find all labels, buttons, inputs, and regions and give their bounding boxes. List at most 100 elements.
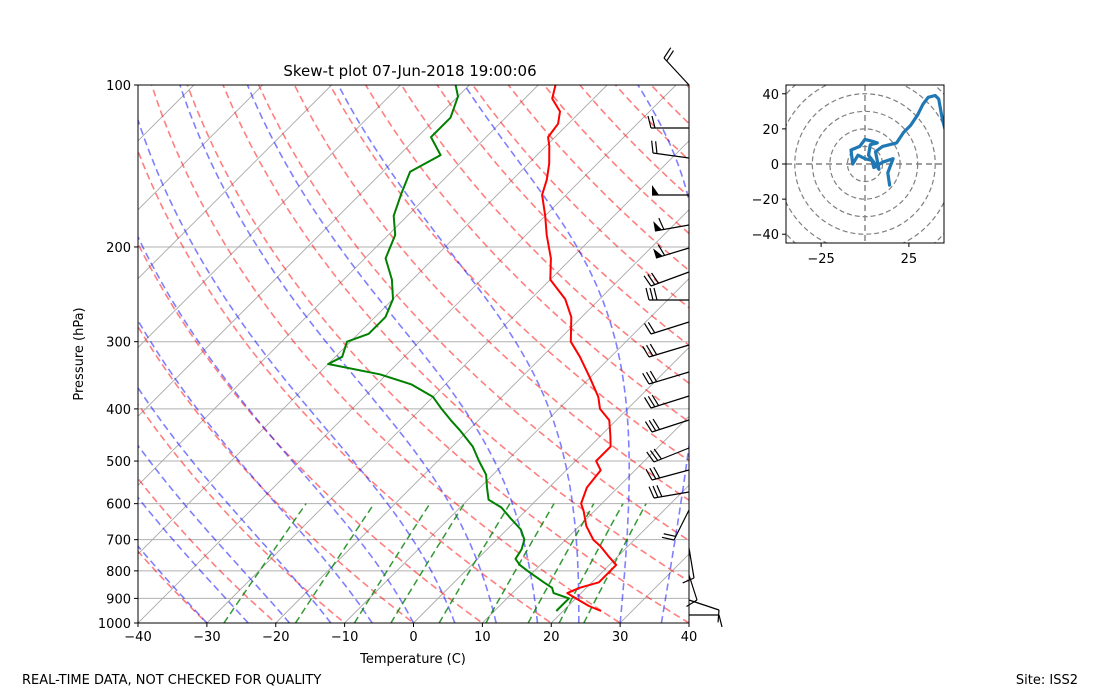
dry-adiabat — [614, 85, 689, 162]
mixing-ratio-line — [390, 503, 466, 623]
wind-barb — [651, 140, 690, 159]
wind-barb-feather — [651, 115, 656, 129]
hodo-x-tick-label: −25 — [807, 252, 834, 267]
wind-barb — [689, 614, 723, 628]
skewt-y-axis-label: Pressure (hPa) — [72, 307, 87, 400]
wind-barb-feather — [644, 323, 652, 335]
wind-barb — [648, 485, 690, 499]
isotherm-line — [482, 415, 689, 623]
wind-barb-feather — [649, 287, 654, 301]
x-tick-label: 40 — [681, 630, 698, 645]
moist-adiabat — [337, 85, 580, 623]
moist-adiabat — [138, 117, 456, 623]
wind-barb-staff — [652, 152, 690, 159]
wind-barb — [644, 321, 690, 335]
isotherm-line — [0, 85, 56, 623]
x-tick-label: 30 — [612, 630, 629, 645]
wind-barb-feather — [652, 418, 661, 430]
x-tick-label: −30 — [193, 630, 220, 645]
dry-adiabat — [257, 85, 689, 542]
dry-adiabat — [329, 85, 689, 462]
moist-adiabat — [138, 444, 291, 623]
isotherm-line — [206, 140, 689, 623]
moist-adiabat — [138, 386, 332, 623]
dewpoint-profile — [327, 85, 570, 612]
wind-barb — [647, 115, 689, 129]
wind-barb-staff — [650, 395, 690, 409]
hodo-y-tick-label: 20 — [762, 123, 779, 138]
wind-barb — [653, 217, 690, 232]
hodograph-plot-area: −25 25 40 20 0 −20 −40 — [752, 84, 945, 267]
hodograph-ticks: −25 25 40 20 0 −20 −40 — [752, 88, 918, 267]
wind-barb-staff — [650, 321, 690, 335]
dry-adiabat — [138, 402, 346, 623]
hodo-y-tick-label: 40 — [762, 88, 779, 103]
y-tick-label: 1000 — [98, 617, 131, 632]
dry-adiabat — [365, 85, 689, 423]
hodo-x-tick-label: 25 — [901, 252, 918, 267]
wind-barb-staff — [650, 271, 690, 287]
temperature-profile — [541, 85, 618, 612]
wind-barb-feather — [644, 421, 653, 433]
x-tick-label: −10 — [331, 630, 358, 645]
wind-barb — [663, 47, 690, 86]
wind-barb-staff — [653, 447, 690, 463]
wind-barb — [646, 447, 690, 463]
wind-barb-feather — [652, 485, 659, 498]
wind-barb-staff — [688, 547, 695, 579]
wind-barb-flag — [652, 185, 659, 195]
isotherm-line — [138, 85, 195, 142]
mixing-ratio-line — [438, 503, 511, 623]
skewt-y-ticks: 1000 900 800 700 600 500 400 300 200 100 — [98, 79, 138, 632]
wind-barb-staff — [648, 371, 690, 385]
wind-barb-feather — [645, 371, 654, 384]
x-tick-label: −40 — [124, 630, 151, 645]
skewt-plot-area: −40 −30 −20 −10 0 10 20 30 40 100090080070060050… — [0, 79, 698, 645]
wind-barb-feather — [661, 536, 675, 541]
isotherm-line — [138, 85, 401, 349]
dry-adiabat — [543, 85, 689, 235]
wind-barb-staff — [651, 469, 690, 481]
wind-barb-feather — [653, 466, 661, 479]
moist-adiabat — [138, 235, 415, 623]
wind-barb-feather — [648, 486, 655, 499]
wind-barb — [661, 509, 690, 541]
hodograph-ring — [794, 93, 936, 235]
y-tick-label: 400 — [106, 403, 131, 418]
moist-adiabat — [463, 85, 631, 623]
wind-barb-feather — [645, 344, 654, 357]
wind-barb-feather — [655, 141, 658, 154]
isotherm-line — [413, 346, 689, 623]
wind-barb — [688, 599, 720, 623]
dry-adiabat — [150, 85, 622, 623]
wind-barb-feather — [649, 467, 657, 480]
wind-barb-staff — [663, 57, 690, 86]
wind-barb-feather — [648, 419, 657, 432]
y-tick-label: 200 — [106, 241, 131, 256]
mixing-ratio-line — [485, 503, 555, 623]
wind-barb-feather — [642, 373, 650, 385]
dry-adiabat — [222, 85, 689, 583]
isotherm-line — [688, 622, 689, 623]
wind-barb-feather — [642, 346, 650, 358]
wind-barb-feather — [657, 244, 666, 256]
y-tick-label: 700 — [106, 534, 131, 549]
isotherm-line — [138, 85, 470, 418]
mixing-ratio-line — [558, 503, 624, 623]
dry-adiabat — [686, 85, 689, 89]
wind-barb-feather — [663, 47, 672, 59]
isotherm-line — [275, 209, 689, 623]
y-tick-label: 100 — [106, 79, 131, 94]
x-tick-label: 20 — [543, 630, 560, 645]
wind-barb-feather — [646, 451, 655, 463]
skewt-x-axis-label: Temperature (C) — [359, 652, 466, 667]
wind-barb-feather — [658, 217, 665, 230]
wind-barb-feather — [645, 287, 650, 301]
dry-adiabat — [436, 85, 689, 347]
dry-adiabat — [138, 477, 278, 623]
wind-barb — [645, 287, 689, 301]
wind-barb-feather — [651, 394, 660, 406]
wind-barb-feather — [682, 577, 695, 584]
wind-barb-feather — [653, 448, 662, 460]
y-tick-label: 500 — [106, 455, 131, 470]
